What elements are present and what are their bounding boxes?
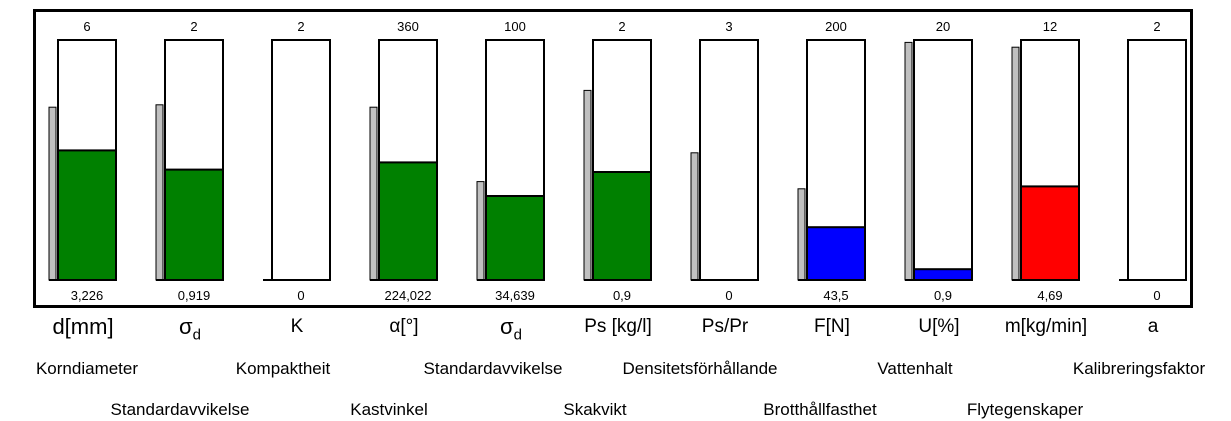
unit-label: a	[1147, 316, 1159, 337]
gauge-max-label: 100	[504, 19, 526, 34]
gauge-indicator	[369, 106, 378, 281]
unit-label: σd	[500, 314, 522, 344]
gauge-value-label: 4,69	[1037, 288, 1062, 303]
unit-label: d[mm]	[52, 314, 114, 339]
gauge-max-label: 2	[1153, 19, 1160, 34]
gauge-chart: 63,22620,91920360224,02210034,63920,9302…	[48, 19, 1187, 303]
gauge-value-label: 0	[297, 288, 304, 303]
gauge-box	[1127, 39, 1187, 281]
gauge-max-label: 360	[397, 19, 419, 34]
unit-label: Ps [kg/l]	[584, 316, 652, 337]
gauge-indicator	[690, 152, 699, 281]
description-vattenhalt: Vattenhalt	[877, 359, 953, 378]
gauge-value-label: 224,022	[385, 288, 432, 303]
gauge-panel: 6 3,226 2 0,919 2 0 360 224,022 100 34,639 2 0,9 3 0 2…	[33, 9, 1193, 308]
gauge-fill	[57, 149, 117, 281]
gauge-max-label: 200	[825, 19, 847, 34]
gauge-value-label: 34,639	[495, 288, 535, 303]
gauge-max-label: 2	[297, 19, 304, 34]
description-flytegenskaper: Flytegenskaper	[966, 400, 1084, 419]
gauge-max-label: 12	[1043, 19, 1057, 34]
unit-label: Ps/Pr	[701, 316, 749, 337]
gauge-indicator	[155, 104, 164, 281]
gauge-max-label: 20	[936, 19, 950, 34]
gauge-max-label: 2	[618, 19, 625, 34]
gauge-fill	[485, 195, 545, 281]
gauge-indicator	[48, 106, 57, 281]
unit-label: σd	[179, 314, 201, 344]
unit-label: m[kg/min]	[1004, 316, 1088, 337]
gauge-max-label: 3	[725, 19, 732, 34]
gauge-fill	[592, 171, 652, 281]
description-kastvinkel: Kastvinkel	[350, 400, 428, 419]
description-brotthallfasthet: Brotthållfasthet	[763, 400, 877, 419]
unit-label: F[N]	[814, 316, 850, 337]
gauge-fill	[164, 168, 224, 282]
gauge-box	[271, 39, 331, 281]
gauge-indicator	[583, 89, 592, 281]
unit-label: α[°]	[389, 316, 419, 337]
unit-label: K	[290, 316, 304, 337]
description-korndiameter: Korndiameter	[35, 359, 139, 378]
gauge-indicator	[476, 181, 485, 281]
unit-label: U[%]	[918, 316, 960, 337]
gauge-value-label: 3,226	[71, 288, 104, 303]
gauge-value-label: 43,5	[823, 288, 848, 303]
gauge-fill	[913, 268, 973, 282]
description-densitetsforhallande: Densitetsförhållande	[622, 359, 778, 378]
description-skakvikt: Skakvikt	[563, 400, 627, 419]
gauge-value-label: 0,9	[613, 288, 631, 303]
description-kalibreringsfaktor: Kalibreringsfaktor	[1072, 359, 1206, 378]
description-standardavvikelse-2: Standardavvikelse	[110, 400, 250, 419]
gauge-fill	[1020, 185, 1080, 281]
gauge-value-label: 0,919	[178, 288, 211, 303]
gauge-fill	[806, 226, 866, 281]
gauge-value-label: 0,9	[934, 288, 952, 303]
gauge-indicator	[797, 188, 806, 281]
gauge-max-label: 2	[190, 19, 197, 34]
description-standardavvikelse: Standardavvikelse	[423, 359, 563, 378]
gauge-box	[699, 39, 759, 281]
gauge-indicator	[1011, 46, 1020, 281]
gauge-fill	[378, 161, 438, 281]
gauge-max-label: 6	[83, 19, 90, 34]
description-kompaktheit: Kompaktheit	[235, 359, 331, 378]
gauge-value-label: 0	[1153, 288, 1160, 303]
gauge-value-label: 0	[725, 288, 732, 303]
gauge-box	[913, 39, 973, 281]
gauge-indicator	[904, 41, 913, 281]
